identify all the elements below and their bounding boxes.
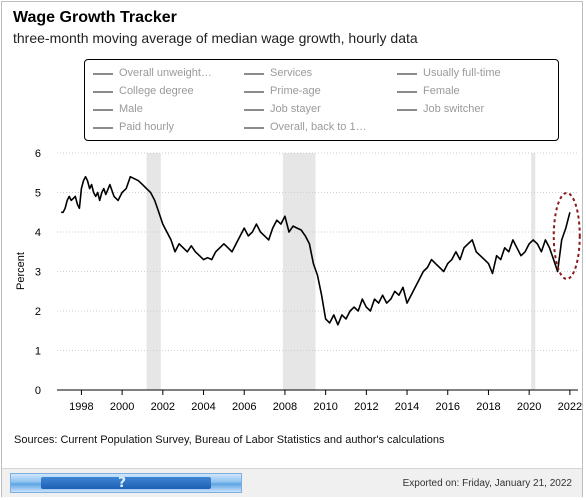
legend-swatch: [93, 73, 113, 75]
x-tick-label: 2018: [476, 401, 500, 413]
legend-label: Usually full-time: [423, 67, 501, 79]
sources-note: Sources: Current Population Survey, Bure…: [14, 434, 445, 446]
legend-swatch: [244, 109, 264, 111]
x-tick-label: 1998: [69, 401, 93, 413]
recession-band-1: [282, 153, 316, 390]
legend-swatch: [93, 109, 113, 111]
legend-label: Female: [423, 85, 460, 97]
y-tick-label: 2: [35, 306, 41, 318]
recession-band-2: [531, 153, 536, 390]
y-tick-label: 3: [35, 267, 41, 279]
logo-banner-inner: [41, 477, 211, 489]
x-tick-label: 2020: [517, 401, 541, 413]
y-axis-title: Percent: [15, 252, 27, 290]
x-axis: 1998 2000 2002 2004 2006 2008 2010 2012 2014 2016…: [57, 389, 582, 413]
legend-label: Prime-age: [270, 85, 321, 97]
legend-swatch: [93, 127, 113, 129]
annotation-layer: [552, 191, 581, 280]
x-tick-label: 2014: [395, 401, 419, 413]
legend-swatch: [397, 109, 417, 111]
legend-label: Overall, back to 1…: [270, 121, 367, 133]
x-tick-label: 2006: [232, 401, 256, 413]
series-layer: [61, 175, 571, 326]
legend-label: Overall unweight…: [119, 67, 212, 79]
x-tick-label: 2012: [354, 401, 378, 413]
y-tick-label: 5: [35, 188, 41, 200]
exported-date: Exported on: Friday, January 21, 2022: [402, 478, 572, 489]
help-icon: ?: [118, 475, 127, 491]
legend-swatch: [397, 91, 417, 93]
x-tick-label: 2000: [110, 401, 134, 413]
y-tick-label: 6: [35, 148, 41, 160]
legend-swatch: [93, 91, 113, 93]
legend: Overall unweight… Services Usually full-…: [84, 59, 559, 141]
series-line-0: [61, 175, 571, 326]
gridlines-layer: [57, 152, 578, 351]
chart-title: Wage Growth Tracker: [13, 9, 177, 26]
legend-label: College degree: [119, 85, 194, 97]
y-tick-label: 1: [35, 346, 41, 358]
legend-swatch: [244, 127, 264, 129]
x-tick-label: 2022: [558, 401, 582, 413]
legend-swatch: [244, 73, 264, 75]
legend-label: Male: [119, 103, 143, 115]
x-tick-label: 2016: [436, 401, 460, 413]
legend-label: Job switcher: [423, 103, 485, 115]
highlight-ellipse: [552, 191, 581, 280]
legend-swatch: [244, 91, 264, 93]
y-axis: 0 1 2 3 4 5 6: [35, 148, 41, 397]
footer-bar: ? Exported on: Friday, January 21, 2022: [2, 468, 582, 497]
x-tick-label: 2010: [313, 401, 337, 413]
legend-label: Job stayer: [270, 103, 321, 115]
logo-banner[interactable]: ?: [10, 473, 242, 493]
chart-subtitle: three-month moving average of median wag…: [13, 30, 418, 46]
legend-swatch: [397, 73, 417, 75]
x-tick-label: 2004: [191, 401, 215, 413]
x-tick-label: 2002: [151, 401, 175, 413]
x-tick-label: 2008: [273, 401, 297, 413]
legend-label: Services: [270, 67, 313, 79]
y-tick-label: 4: [35, 227, 41, 239]
y-tick-label: 0: [35, 385, 41, 397]
legend-label: Paid hourly: [119, 121, 175, 133]
